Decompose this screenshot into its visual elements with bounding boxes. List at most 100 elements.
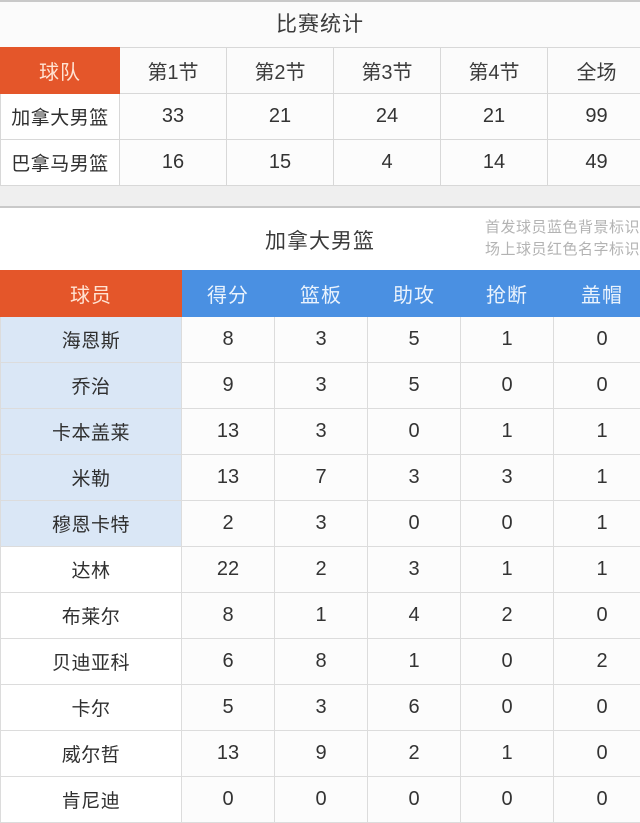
header-q1: 第1节 [120,48,227,94]
team-q4-cell: 14 [441,140,548,186]
player-points-cell: 0 [182,777,275,823]
header-rebounds: 篮板 [275,271,368,317]
player-steals-cell: 0 [461,363,554,409]
team-q3-cell: 4 [334,140,441,186]
player-steals-cell: 0 [461,501,554,547]
table-row: 加拿大男篮 33 21 24 21 99 [1,94,640,140]
player-name-cell: 米勒 [1,455,182,501]
team-q1-cell: 33 [120,94,227,140]
player-rebounds-cell: 0 [275,777,368,823]
header-q4: 第4节 [441,48,548,94]
player-blocks-cell: 0 [554,363,640,409]
legend-note: 首发球员蓝色背景标识 场上球员红色名字标识 [485,217,640,261]
player-rebounds-cell: 8 [275,639,368,685]
team-q3-cell: 24 [334,94,441,140]
team-q2-cell: 15 [227,140,334,186]
player-points-cell: 8 [182,317,275,363]
player-steals-cell: 3 [461,455,554,501]
team-q4-cell: 21 [441,94,548,140]
player-points-cell: 9 [182,363,275,409]
player-blocks-cell: 0 [554,593,640,639]
player-blocks-cell: 2 [554,639,640,685]
team-name-cell: 加拿大男篮 [1,94,120,140]
quarter-table-header-row: 球队 第1节 第2节 第3节 第4节 全场 [1,48,640,94]
player-assists-cell: 3 [368,455,461,501]
player-name-cell: 肯尼迪 [1,777,182,823]
player-points-cell: 8 [182,593,275,639]
player-assists-cell: 0 [368,409,461,455]
player-steals-cell: 0 [461,777,554,823]
header-points: 得分 [182,271,275,317]
player-rebounds-cell: 3 [275,363,368,409]
game-summary-title: 比赛统计 [0,2,640,47]
header-q2: 第2节 [227,48,334,94]
quarter-table-body: 加拿大男篮 33 21 24 21 99 巴拿马男篮 16 15 4 14 49 [1,94,640,186]
player-blocks-cell: 1 [554,455,640,501]
game-summary-section: 比赛统计 球队 第1节 第2节 第3节 第4节 全场 加拿大男篮 33 21 2… [0,0,640,186]
player-rebounds-cell: 3 [275,409,368,455]
player-assists-cell: 6 [368,685,461,731]
quarter-score-table: 球队 第1节 第2节 第3节 第4节 全场 加拿大男篮 33 21 24 21 … [0,47,640,186]
team-q1-cell: 16 [120,140,227,186]
player-rebounds-cell: 3 [275,685,368,731]
header-player: 球员 [1,271,182,317]
player-blocks-cell: 0 [554,731,640,777]
player-blocks-cell: 1 [554,409,640,455]
player-name-cell: 威尔哲 [1,731,182,777]
player-steals-cell: 1 [461,731,554,777]
header-blocks: 盖帽 [554,271,640,317]
player-points-cell: 6 [182,639,275,685]
header-q3: 第3节 [334,48,441,94]
player-assists-cell: 2 [368,731,461,777]
player-name-cell: 穆恩卡特 [1,501,182,547]
team-q2-cell: 21 [227,94,334,140]
player-table-header-row: 球员 得分 篮板 助攻 抢断 盖帽 [1,271,640,317]
boxscore-header: 加拿大男篮 首发球员蓝色背景标识 场上球员红色名字标识 [0,208,640,270]
legend-line-starter: 首发球员蓝色背景标识 [485,217,640,239]
player-blocks-cell: 0 [554,317,640,363]
player-steals-cell: 2 [461,593,554,639]
player-assists-cell: 0 [368,777,461,823]
header-steals: 抢断 [461,271,554,317]
player-name-cell: 卡尔 [1,685,182,731]
player-name-cell: 贝迪亚科 [1,639,182,685]
player-assists-cell: 5 [368,363,461,409]
player-points-cell: 13 [182,455,275,501]
player-name-cell: 达林 [1,547,182,593]
player-points-cell: 22 [182,547,275,593]
player-blocks-cell: 0 [554,685,640,731]
player-name-cell: 乔治 [1,363,182,409]
header-assists: 助攻 [368,271,461,317]
team-name-cell: 巴拿马男篮 [1,140,120,186]
player-points-cell: 13 [182,409,275,455]
player-blocks-cell: 0 [554,777,640,823]
player-points-cell: 13 [182,731,275,777]
header-team: 球队 [1,48,120,94]
legend-line-oncourt: 场上球员红色名字标识 [485,239,640,261]
team-total-cell: 99 [548,94,640,140]
player-points-cell: 2 [182,501,275,547]
header-total: 全场 [548,48,640,94]
player-assists-cell: 1 [368,639,461,685]
player-assists-cell: 5 [368,317,461,363]
team-total-cell: 49 [548,140,640,186]
player-steals-cell: 1 [461,317,554,363]
player-rebounds-cell: 9 [275,731,368,777]
player-steals-cell: 1 [461,547,554,593]
player-name-cell: 海恩斯 [1,317,182,363]
player-steals-cell: 0 [461,639,554,685]
